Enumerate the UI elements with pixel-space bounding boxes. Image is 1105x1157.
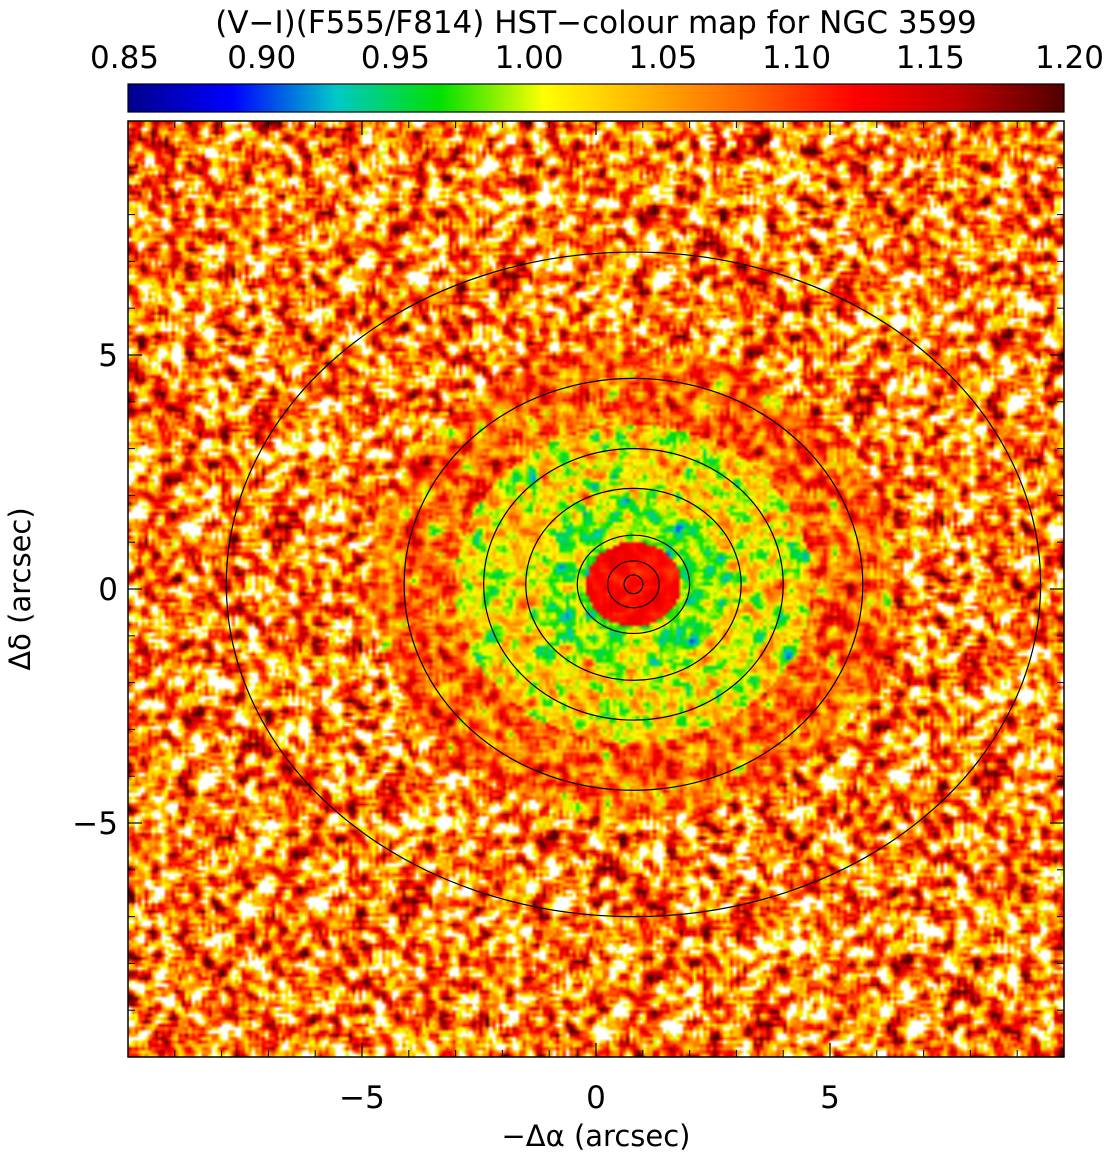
isophote-contour bbox=[483, 448, 784, 721]
isophote-contour bbox=[623, 574, 644, 595]
isophote-contour bbox=[607, 560, 660, 609]
colour-map-image bbox=[128, 121, 1064, 1057]
colorbar-tick-label: 1.15 bbox=[896, 40, 965, 76]
colorbar-tick-label: 1.05 bbox=[628, 40, 697, 76]
x-tick-label: 0 bbox=[586, 1080, 606, 1116]
y-axis: −5 0 5 bbox=[72, 120, 1064, 1058]
colorbar-tick-label: 1.00 bbox=[495, 40, 564, 76]
colorbar-tick-label: 1.20 bbox=[1035, 40, 1104, 76]
colorbar bbox=[127, 83, 1065, 113]
y-tick-label: 5 bbox=[98, 338, 118, 374]
isophote-contour bbox=[225, 251, 1042, 918]
plot-area bbox=[127, 120, 1065, 1058]
y-axis-label: Δδ (arcsec) bbox=[3, 507, 37, 670]
x-tick-label: 5 bbox=[820, 1080, 840, 1116]
isophote-contour bbox=[576, 534, 691, 635]
isophote-contours bbox=[225, 251, 1042, 918]
chart-title: (V−I)(F555/F814) HST−colour map for NGC … bbox=[215, 5, 977, 41]
colour-map-pixels bbox=[128, 121, 1064, 1057]
x-axis: −5 0 5 bbox=[127, 121, 1065, 1116]
colorbar-tick-label: 0.90 bbox=[227, 40, 296, 76]
isophote-contour bbox=[525, 487, 742, 681]
isophote-contour bbox=[403, 377, 864, 791]
x-axis-label: −Δα (arcsec) bbox=[502, 1119, 691, 1153]
colorbar-tick-label: 1.10 bbox=[762, 40, 831, 76]
y-tick-label: −5 bbox=[72, 806, 118, 842]
colorbar-tick-labels: 0.85 0.90 0.95 1.00 1.05 1.10 1.15 1.20 bbox=[90, 40, 1104, 76]
x-tick-label: −5 bbox=[339, 1080, 385, 1116]
colorbar-tick-label: 0.95 bbox=[361, 40, 430, 76]
colorbar-tick-label: 0.85 bbox=[90, 40, 159, 76]
y-tick-label: 0 bbox=[98, 572, 118, 608]
